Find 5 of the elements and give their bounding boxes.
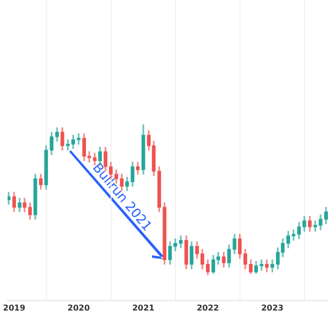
x-tick-label: 2019 xyxy=(3,303,26,312)
x-tick-label: 2022 xyxy=(196,303,219,312)
x-tick-label: 2021 xyxy=(132,303,155,312)
x-tick-label: 2023 xyxy=(261,303,284,312)
x-tick-label: 2020 xyxy=(68,303,90,312)
